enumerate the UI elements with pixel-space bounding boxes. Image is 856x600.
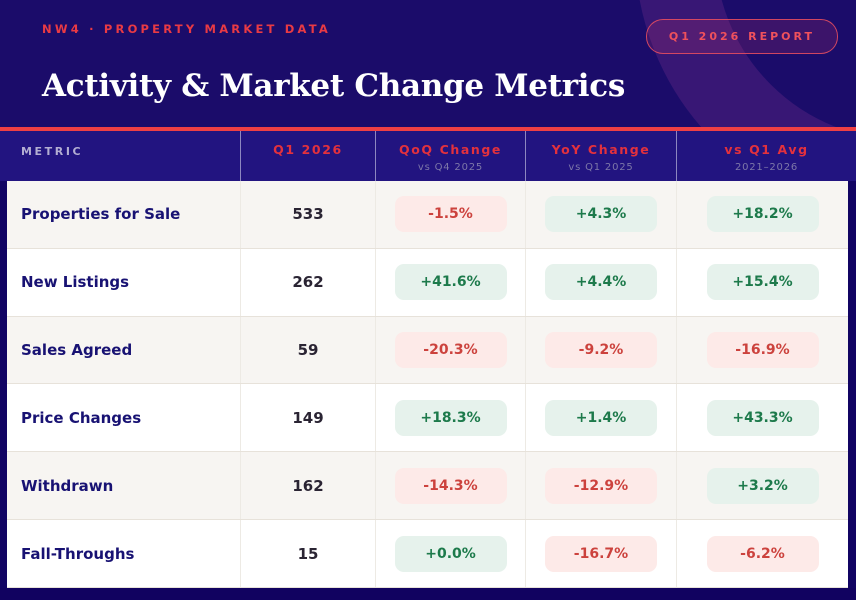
yoy-change-cell: -9.2%	[525, 316, 676, 384]
metric-value: 162	[240, 452, 375, 520]
table-row: Fall-Throughs 15 +0.0% -16.7% -6.2%	[7, 520, 848, 588]
report-header: NW4 · PROPERTY MARKET DATA Q1 2026 REPOR…	[0, 0, 856, 127]
change-pill: -16.9%	[706, 332, 819, 369]
column-header-q1-2026: Q1 2026	[240, 131, 375, 181]
change-pill: -6.2%	[706, 535, 819, 572]
change-pill: +43.3%	[706, 399, 819, 436]
column-header-yoy-change: YoY Change vs Q1 2025	[525, 131, 676, 181]
table-row: Sales Agreed 59 -20.3% -9.2% -16.9%	[7, 316, 848, 385]
yoy-change-cell: +4.4%	[525, 248, 676, 316]
report-period-badge[interactable]: Q1 2026 REPORT	[645, 19, 838, 54]
avg-change-cell: -16.9%	[676, 316, 848, 384]
yoy-change-cell: -12.9%	[525, 452, 676, 520]
avg-change-cell: +3.2%	[676, 452, 848, 520]
table-body: Properties for Sale 533 -1.5% +4.3% +18.2% Ne…	[0, 181, 856, 588]
footer-bar	[0, 588, 856, 600]
change-pill: +15.4%	[706, 264, 819, 301]
page-title: Activity & Market Change Metrics	[42, 68, 625, 104]
metric-label: Sales Agreed	[21, 341, 133, 360]
report-eyebrow: NW4 · PROPERTY MARKET DATA	[42, 22, 331, 36]
change-pill: +41.6%	[394, 264, 507, 301]
yoy-change-cell: +1.4%	[525, 384, 676, 452]
change-pill: +4.4%	[545, 264, 657, 301]
metric-label: New Listings	[21, 273, 130, 292]
change-pill: -20.3%	[394, 332, 507, 369]
metric-label: Fall-Throughs	[21, 544, 135, 563]
metric-value: 149	[240, 384, 375, 452]
metric-value: 533	[240, 181, 375, 248]
qoq-change-cell: +41.6%	[375, 248, 525, 316]
table-row: Withdrawn 162 -14.3% -12.9% +3.2%	[7, 452, 848, 521]
avg-change-cell: +15.4%	[676, 248, 848, 316]
qoq-change-cell: -14.3%	[375, 452, 525, 520]
avg-change-cell: -6.2%	[676, 520, 848, 587]
change-pill: +18.3%	[394, 399, 507, 436]
qoq-change-cell: +18.3%	[375, 384, 525, 452]
change-pill: -14.3%	[394, 467, 507, 504]
change-pill: -9.2%	[545, 332, 657, 369]
yoy-change-cell: -16.7%	[525, 520, 676, 587]
table-row: Properties for Sale 533 -1.5% +4.3% +18.2%	[7, 181, 848, 249]
change-pill: +3.2%	[706, 467, 819, 504]
change-pill: +1.4%	[545, 399, 657, 436]
qoq-change-cell: +0.0%	[375, 520, 525, 587]
metric-value: 15	[240, 520, 375, 587]
qoq-change-cell: -20.3%	[375, 316, 525, 384]
change-pill: -12.9%	[545, 467, 657, 504]
column-header-qoq-change: QoQ Change vs Q4 2025	[375, 131, 525, 181]
qoq-change-cell: -1.5%	[375, 181, 525, 248]
metric-label: Price Changes	[21, 408, 142, 427]
metric-label: Withdrawn	[21, 476, 114, 495]
change-pill: -16.7%	[545, 535, 657, 572]
accent-divider	[0, 127, 856, 131]
metric-value: 262	[240, 248, 375, 316]
table-row: Price Changes 149 +18.3% +1.4% +43.3%	[7, 384, 848, 453]
column-header-vs-q1-avg: vs Q1 Avg 2021–2026	[676, 131, 856, 181]
change-pill: +18.2%	[706, 196, 819, 233]
table-row: New Listings 262 +41.6% +4.4% +15.4%	[7, 248, 848, 317]
change-pill: +4.3%	[545, 196, 657, 233]
yoy-change-cell: +4.3%	[525, 181, 676, 248]
column-header-metric: METRIC	[21, 145, 84, 158]
change-pill: +0.0%	[394, 535, 507, 572]
metric-value: 59	[240, 316, 375, 384]
metric-label: Properties for Sale	[21, 205, 181, 224]
table-header: METRIC Q1 2026 QoQ Change vs Q4 2025 YoY…	[0, 131, 856, 181]
avg-change-cell: +18.2%	[676, 181, 848, 248]
change-pill: -1.5%	[394, 196, 507, 233]
avg-change-cell: +43.3%	[676, 384, 848, 452]
